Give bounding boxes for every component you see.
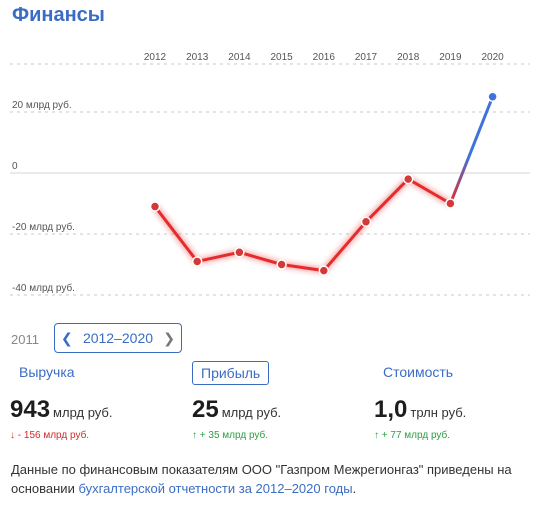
accounting-report-link[interactable]: бухгалтерской отчетности за 2012–2020 го… [78,481,353,496]
data-point[interactable] [445,198,456,209]
metric-value-value: 1,0 [374,396,408,423]
data-point[interactable] [360,216,372,228]
x-tick-label: 2013 [186,52,209,63]
metric-value-delta: ↑ + 77 млрд руб. [374,430,451,441]
y-tick-label: 20 млрд руб. [12,99,72,111]
period-selector[interactable]: ❮ 2012–2020 ❯ [54,323,182,353]
metric-profit-value: 25 [192,396,219,423]
period-range-label: 2012–2020 [82,330,154,346]
y-tick-label: 0 [12,161,18,172]
tab-value[interactable]: Стоимость [383,364,454,380]
data-point[interactable] [318,265,330,276]
metric-revenue-unit: млрд руб. [53,405,113,420]
metric-profit-delta: ↑ + 35 млрд руб. [192,430,269,441]
chevron-left-icon[interactable]: ❮ [61,330,73,346]
x-tick-label: 2012 [144,52,167,63]
series-line [153,177,452,273]
tab-profit[interactable]: Прибыль [192,361,270,385]
y-tick-label: -20 млрд руб. [12,221,75,233]
data-point[interactable] [276,259,287,270]
x-tick-label: 2019 [439,52,462,63]
x-tick-label: 2015 [270,52,293,63]
data-source-note: Данные по финансовым показателям ООО "Га… [11,460,531,498]
metric-profit-unit: млрд руб. [221,405,282,420]
x-tick-label: 2017 [355,52,378,63]
data-point[interactable] [149,201,161,212]
previous-year-link[interactable]: 2011 [11,332,39,347]
x-tick-label: 2014 [228,52,251,63]
data-point[interactable] [487,91,498,102]
metric-profit: 25 млрд руб. [192,396,281,424]
chevron-right-icon[interactable]: ❯ [163,330,175,346]
metric-value: 1,0 трлн руб. [374,396,466,424]
tab-revenue[interactable]: Выручка [19,364,75,380]
metric-value-unit: трлн руб. [410,405,467,420]
metric-revenue-value: 943 [10,396,51,423]
data-point[interactable] [234,247,245,258]
finance-chart: 20 млрд руб.0-20 млрд руб.-40 млрд руб. … [10,52,530,296]
metric-revenue-delta: ↓ - 156 млрд руб. [10,430,90,441]
series-line-last-segment [448,95,495,205]
y-tick-label: -40 млрд руб. [12,282,75,294]
x-tick-label: 2018 [397,52,420,63]
x-tick-label: 2016 [313,52,336,63]
metric-revenue: 943 млрд руб. [10,396,113,424]
note-text: Данные по финансовым показателям ООО "Га… [11,462,512,496]
data-point[interactable] [402,173,414,185]
section-title: Финансы [12,4,105,26]
data-point[interactable] [191,256,203,267]
x-tick-label: 2020 [481,52,504,63]
note-text-end: . [352,481,357,496]
